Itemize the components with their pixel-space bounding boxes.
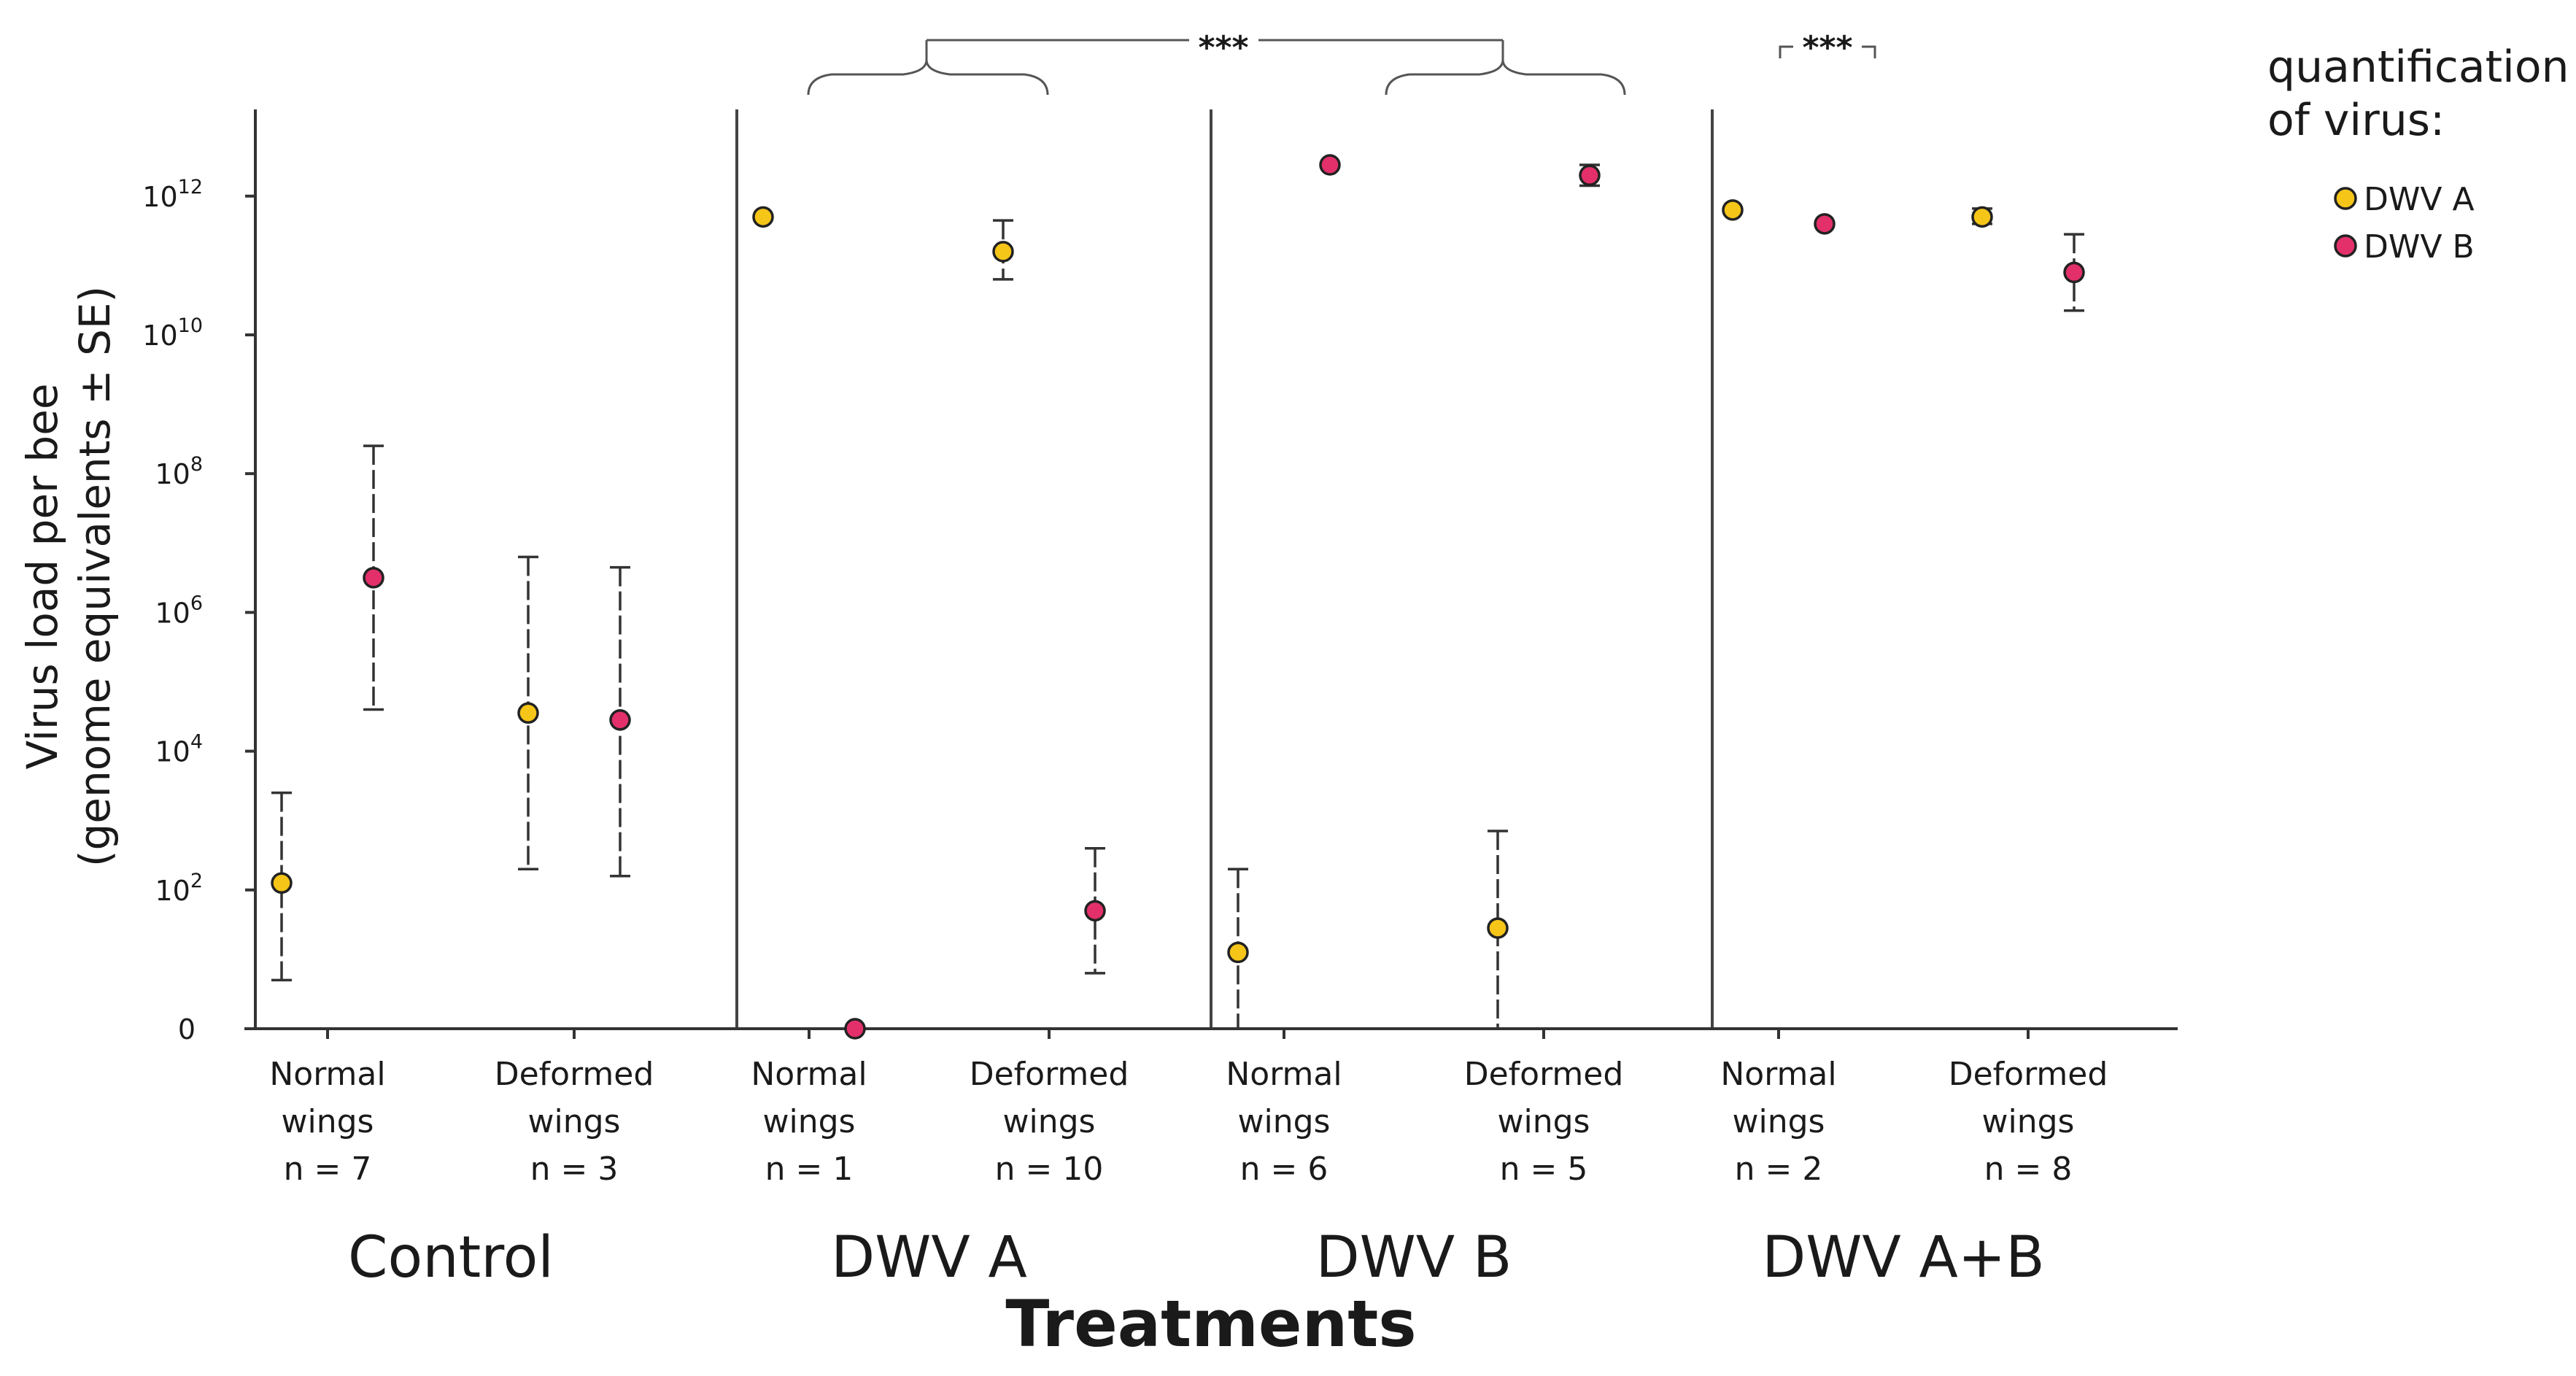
category-sample-size: n = 2 — [1735, 1151, 1823, 1188]
legend-label: DWV B — [2364, 228, 2475, 266]
significance-label: *** — [1198, 29, 1248, 66]
y-tick-exponent: 6 — [190, 592, 203, 614]
data-point-dwv-a — [752, 206, 774, 228]
category-sample-size: n = 3 — [530, 1151, 619, 1188]
y-tick-label: 108 — [155, 453, 203, 490]
y-tick-label: 104 — [155, 731, 203, 768]
y-tick-exponent: 12 — [178, 176, 203, 198]
data-point-dwv-a — [517, 702, 539, 724]
y-tick-label: 106 — [155, 592, 203, 629]
data-point-dwv-b — [2063, 261, 2085, 284]
group-label: DWV A+B — [1762, 1225, 2045, 1291]
category-label-line1: Normal — [269, 1056, 385, 1093]
curly-brace — [1385, 59, 1626, 96]
significance-annotations: *** *** — [807, 29, 1876, 96]
legend-label: DWV A — [2364, 181, 2475, 218]
category-label-line2: wings — [1003, 1103, 1096, 1140]
y-tick-label: 1012 — [142, 176, 203, 213]
category-label-line1: Deformed — [1949, 1056, 2108, 1093]
data-point-dwv-b — [1084, 900, 1106, 922]
y-tick-label: 102 — [155, 870, 203, 907]
error-bars — [271, 163, 2084, 1029]
group-label: DWV A — [831, 1225, 1027, 1291]
legend-marker — [2334, 234, 2357, 258]
y-tick-label: 1010 — [142, 314, 203, 352]
data-point-dwv-b — [1579, 164, 1601, 187]
y-tick-exponent: 10 — [178, 314, 203, 337]
legend-title-line2: of virus: — [2267, 95, 2445, 146]
category-label-line1: Deformed — [495, 1056, 654, 1093]
category-label-line1: Normal — [751, 1056, 867, 1093]
data-point-dwv-a — [992, 241, 1014, 263]
category-label-line2: wings — [763, 1103, 856, 1140]
category-sample-size: n = 6 — [1240, 1151, 1328, 1188]
category-sample-size: n = 8 — [1984, 1151, 2073, 1188]
data-point-dwv-b — [1319, 154, 1341, 176]
data-point-dwv-a — [1722, 199, 1744, 221]
category-sample-size: n = 7 — [284, 1151, 372, 1188]
curly-brace — [807, 59, 1049, 96]
category-label-line2: wings — [528, 1103, 621, 1140]
data-point-dwv-a — [271, 872, 293, 894]
y-tick-label: 0 — [178, 1013, 196, 1045]
category-label-line2: wings — [1733, 1103, 1825, 1140]
group-labels: Control DWV A DWV B DWV A+B — [348, 1225, 2045, 1291]
category-sample-size: n = 5 — [1500, 1151, 1588, 1188]
y-axis-title-line2: (genome equivalents ± SE) — [70, 286, 120, 867]
group-label: DWV B — [1316, 1225, 1512, 1291]
category-label-line2: wings — [282, 1103, 374, 1140]
data-point-dwv-a — [1227, 941, 1249, 964]
data-point-dwv-b — [609, 709, 631, 731]
category-label-line1: Deformed — [970, 1056, 1129, 1093]
data-point-dwv-a — [1487, 917, 1509, 939]
category-label-line2: wings — [1238, 1103, 1331, 1140]
data-point-dwv-b — [844, 1018, 866, 1040]
axes — [244, 109, 2178, 1030]
data-point-dwv-b — [1814, 213, 1836, 235]
x-category-labels: Normal wings n = 7 Deformed wings n = 3 Normal… — [269, 1029, 2108, 1188]
legend-title-line1: quantification — [2267, 42, 2569, 93]
data-points — [271, 154, 2085, 1040]
x-axis-title: Treatments — [1005, 1286, 1416, 1361]
legend-marker — [2334, 187, 2357, 210]
y-axis-title-line1: Virus load per bee — [18, 383, 67, 769]
y-tick-exponent: 2 — [190, 870, 203, 892]
category-label-line1: Normal — [1226, 1056, 1342, 1093]
category-sample-size: n = 1 — [765, 1151, 854, 1188]
data-point-dwv-a — [1971, 206, 1993, 228]
category-sample-size: n = 10 — [995, 1151, 1104, 1188]
y-tick-exponent: 8 — [190, 453, 203, 476]
divider-lines — [735, 109, 1714, 1029]
significance-bracket — [1862, 45, 1876, 58]
category-label-line2: wings — [1982, 1103, 2075, 1140]
y-tick-exponent: 4 — [190, 731, 203, 754]
category-label-line1: Normal — [1720, 1056, 1836, 1093]
category-label-line2: wings — [1498, 1103, 1590, 1140]
data-point-dwv-b — [363, 567, 384, 589]
group-label: Control — [348, 1225, 554, 1291]
significance-bracket — [1779, 45, 1793, 58]
category-label-line1: Deformed — [1464, 1056, 1624, 1093]
significance-label: *** — [1802, 29, 1852, 66]
